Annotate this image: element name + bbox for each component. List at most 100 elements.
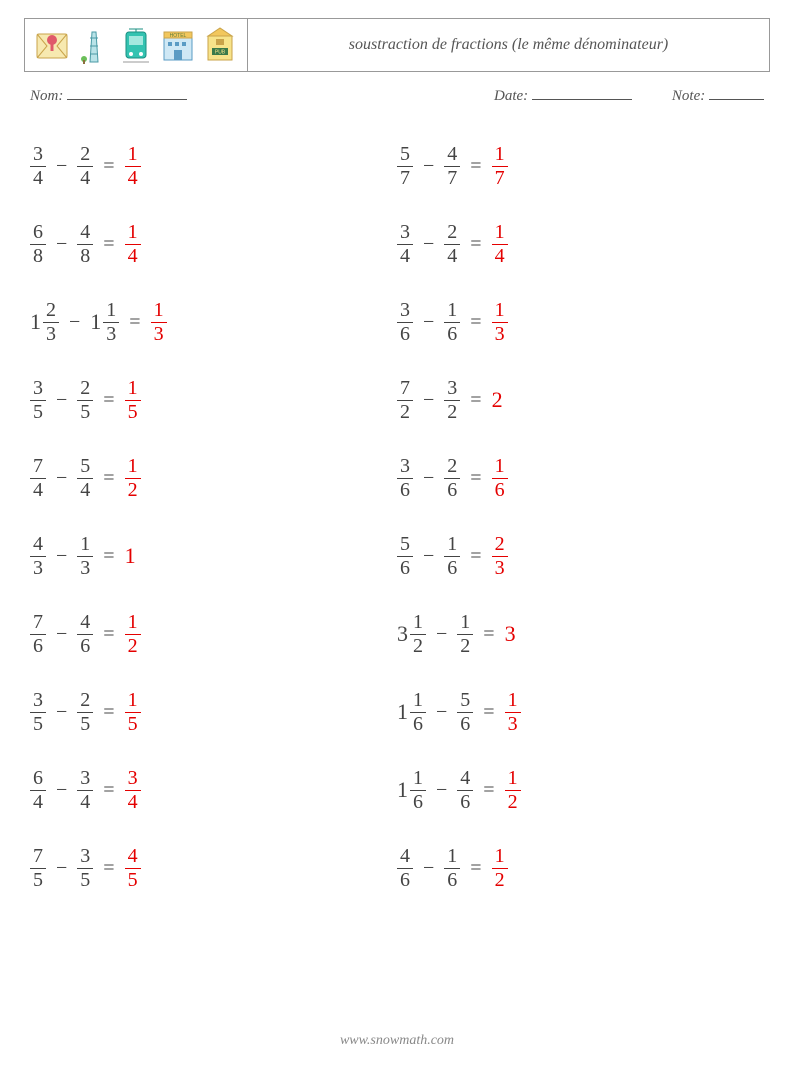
equals-sign: = [460, 857, 491, 880]
numerator: 3 [397, 456, 413, 478]
denominator: 2 [457, 634, 473, 657]
answer-fraction: 34 [125, 768, 141, 813]
fraction: 13 [77, 534, 93, 579]
numerator: 1 [492, 222, 508, 244]
denominator: 2 [492, 868, 508, 891]
numerator: 1 [410, 768, 426, 790]
denominator: 4 [492, 244, 508, 267]
denominator: 5 [30, 712, 46, 735]
answer-fraction: 13 [505, 690, 521, 735]
numerator: 7 [30, 612, 46, 634]
numerator: 1 [77, 534, 93, 556]
minus-operator: − [426, 779, 457, 802]
equals-sign: = [93, 545, 124, 568]
denominator: 4 [125, 790, 141, 813]
fraction: 25 [77, 378, 93, 423]
denominator: 4 [30, 478, 46, 501]
fraction: 36 [397, 456, 413, 501]
minus-operator: − [413, 311, 444, 334]
numerator: 2 [43, 300, 59, 322]
equals-sign: = [93, 701, 124, 724]
meta-row: Nom: Date: Note: [30, 88, 764, 105]
header: HOTEL PUB soustraction de fractions (le … [24, 18, 770, 72]
answer-integer: 1 [125, 543, 136, 569]
numerator: 5 [397, 534, 413, 556]
equals-sign: = [93, 779, 124, 802]
denominator: 5 [125, 712, 141, 735]
denominator: 2 [125, 634, 141, 657]
denominator: 6 [457, 790, 473, 813]
numerator: 1 [410, 612, 426, 634]
denominator: 2 [410, 634, 426, 657]
denominator: 6 [397, 556, 413, 579]
denominator: 8 [77, 244, 93, 267]
numerator: 7 [30, 846, 46, 868]
fraction: 16 [444, 534, 460, 579]
fraction: 16 [444, 846, 460, 891]
problem-row: 34−24=14 [397, 205, 764, 283]
numerator: 4 [77, 612, 93, 634]
fraction: 35 [77, 846, 93, 891]
minus-operator: − [426, 701, 457, 724]
minus-operator: − [46, 467, 77, 490]
fraction: 36 [397, 300, 413, 345]
minus-operator: − [59, 311, 90, 334]
minus-operator: − [46, 389, 77, 412]
denominator: 5 [125, 400, 141, 423]
fraction: 12 [410, 612, 426, 657]
denominator: 6 [444, 556, 460, 579]
numerator: 7 [30, 456, 46, 478]
answer-fraction: 13 [151, 300, 167, 345]
numerator: 2 [444, 456, 460, 478]
denominator: 3 [505, 712, 521, 735]
denominator: 5 [77, 400, 93, 423]
fraction: 57 [397, 144, 413, 189]
fraction: 16 [410, 690, 426, 735]
svg-text:HOTEL: HOTEL [170, 33, 187, 39]
pub-icon: PUB [203, 26, 237, 64]
numerator: 3 [444, 378, 460, 400]
problem-row: 123−113=13 [30, 283, 397, 361]
fraction: 24 [77, 144, 93, 189]
date-blank [532, 99, 632, 100]
denominator: 3 [151, 322, 167, 345]
denominator: 4 [77, 166, 93, 189]
minus-operator: − [46, 779, 77, 802]
footer-url: www.snowmath.com [0, 1033, 794, 1049]
numerator: 6 [30, 768, 46, 790]
problem-row: 64−34=34 [30, 751, 397, 829]
fraction: 23 [43, 300, 59, 345]
problem-row: 34−24=14 [30, 127, 397, 205]
denominator: 6 [444, 868, 460, 891]
equals-sign: = [93, 233, 124, 256]
numerator: 2 [77, 144, 93, 166]
fraction: 32 [444, 378, 460, 423]
fraction: 43 [30, 534, 46, 579]
note-field: Note: [672, 88, 764, 105]
minus-operator: − [413, 389, 444, 412]
fraction: 76 [30, 612, 46, 657]
equals-sign: = [93, 857, 124, 880]
denominator: 7 [444, 166, 460, 189]
denominator: 5 [30, 868, 46, 891]
answer-fraction: 12 [125, 612, 141, 657]
denominator: 3 [103, 322, 119, 345]
answer-fraction: 14 [125, 222, 141, 267]
problem-row: 36−26=16 [397, 439, 764, 517]
denominator: 6 [77, 634, 93, 657]
denominator: 7 [397, 166, 413, 189]
equals-sign: = [460, 311, 491, 334]
denominator: 4 [444, 244, 460, 267]
answer-fraction: 12 [492, 846, 508, 891]
denominator: 4 [397, 244, 413, 267]
problem-row: 68−48=14 [30, 205, 397, 283]
fraction: 34 [397, 222, 413, 267]
answer-fraction: 14 [125, 144, 141, 189]
numerator: 1 [125, 222, 141, 244]
date-field: Date: [494, 88, 632, 105]
numerator: 1 [125, 144, 141, 166]
name-blank [67, 99, 187, 100]
numerator: 5 [457, 690, 473, 712]
whole-part: 1 [30, 309, 43, 335]
denominator: 6 [30, 634, 46, 657]
